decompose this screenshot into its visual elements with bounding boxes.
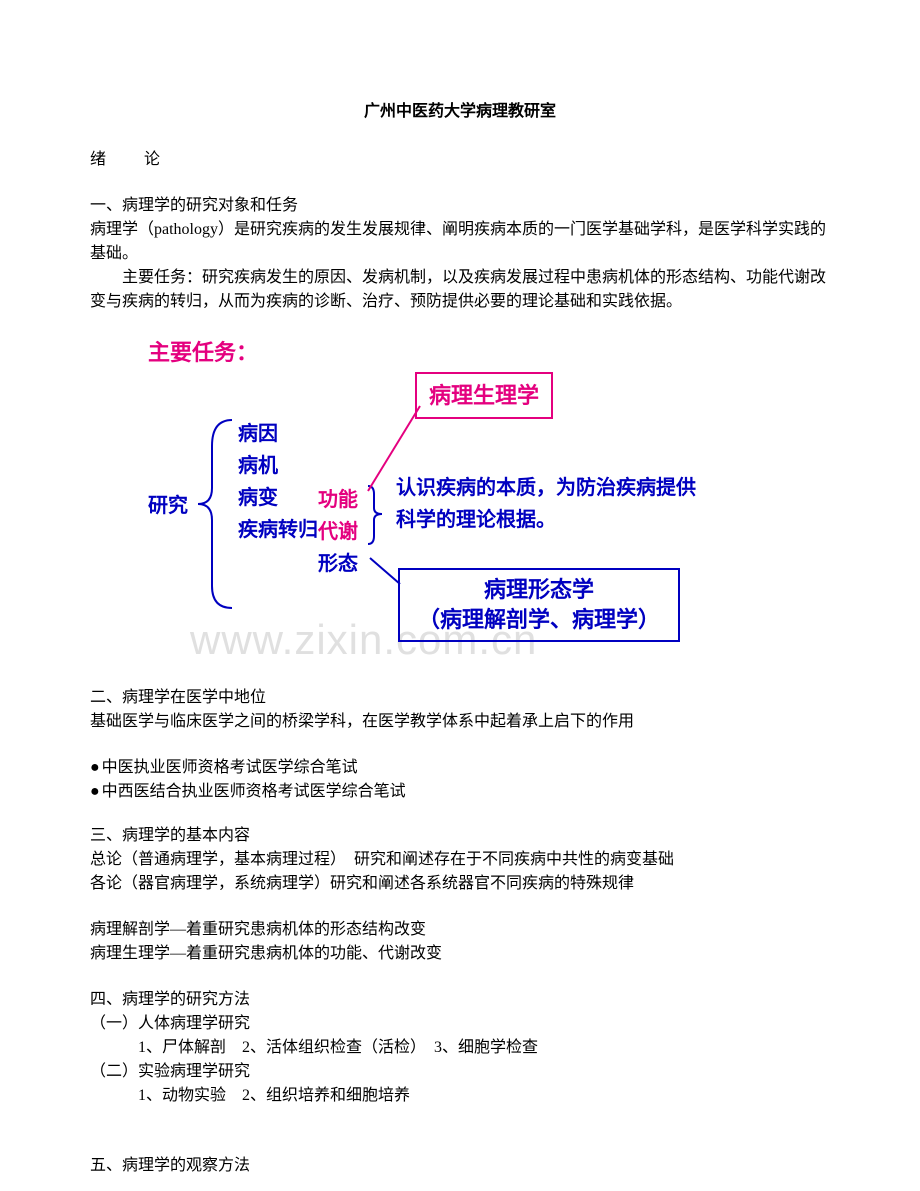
section-3-p2: 各论（器官病理学，系统病理学）研究和阐述各系统器官不同疾病的特殊规律 — [90, 872, 830, 896]
physio-box: 病理生理学 — [415, 372, 553, 419]
item-cause: 病因 — [238, 418, 318, 450]
item-outcome: 疾病转归 — [238, 514, 318, 546]
morph-box-line-2: （病理解剖学、病理学） — [418, 605, 660, 635]
section-4-heading: 四、病理学的研究方法 — [90, 988, 830, 1012]
bullet-icon: ● — [90, 780, 100, 804]
bullet-text-1: 中医执业医师资格考试医学综合笔试 — [102, 756, 358, 780]
research-label: 研究 — [148, 491, 188, 521]
item-lesion: 病变 — [238, 482, 318, 514]
section-1-p2: 主要任务：研究疾病发生的原因、发病机制，以及疾病发展过程中患病机体的形态结构、功… — [90, 266, 830, 314]
morph-box: 病理形态学 （病理解剖学、病理学） — [398, 568, 680, 642]
section-1-heading: 一、病理学的研究对象和任务 — [90, 194, 830, 218]
section-4-sub1: （一）人体病理学研究 — [90, 1012, 830, 1036]
intro-header: 绪 论 — [90, 148, 830, 172]
bullet-item-1: ● 中医执业医师资格考试医学综合笔试 — [90, 756, 830, 780]
diagram-description: 认识疾病的本质，为防治疾病提供科学的理论根据。 — [396, 472, 696, 536]
bullet-icon: ● — [90, 756, 100, 780]
mid-morphology: 形态 — [318, 548, 358, 580]
diagram: 主要任务： 研究 病因 病机 病变 疾病转归 功能 代谢 形态 病理生理学 认识… — [90, 336, 830, 656]
section-2-p1: 基础医学与临床医学之间的桥梁学科，在医学教学体系中起着承上启下的作用 — [90, 710, 830, 734]
section-1: 一、病理学的研究对象和任务 病理学（pathology）是研究疾病的发生发展规律… — [90, 194, 830, 314]
section-5-heading: 五、病理学的观察方法 — [90, 1154, 830, 1178]
section-4: 四、病理学的研究方法 （一）人体病理学研究 1、尸体解剖 2、活体组织检查（活检… — [90, 988, 830, 1108]
spacer — [90, 1130, 830, 1154]
bullet-text-2: 中西医结合执业医师资格考试医学综合笔试 — [102, 780, 406, 804]
page-title: 广州中医药大学病理教研室 — [90, 100, 830, 124]
bullet-list: ● 中医执业医师资格考试医学综合笔试 ● 中西医结合执业医师资格考试医学综合笔试 — [90, 756, 830, 804]
section-2: 二、病理学在医学中地位 基础医学与临床医学之间的桥梁学科，在医学教学体系中起着承… — [90, 686, 830, 734]
section-4-sub1-items: 1、尸体解剖 2、活体组织检查（活检） 3、细胞学检查 — [90, 1036, 830, 1060]
section-4-sub2-items: 1、动物实验 2、组织培养和细胞培养 — [90, 1084, 830, 1108]
bullet-item-2: ● 中西医结合执业医师资格考试医学综合笔试 — [90, 780, 830, 804]
section-1-p1: 病理学（pathology）是研究疾病的发生发展规律、阐明疾病本质的一门医学基础… — [90, 218, 830, 266]
mid-metabolism: 代谢 — [318, 516, 358, 548]
section-3-heading: 三、病理学的基本内容 — [90, 824, 830, 848]
section-3-p3: 病理解剖学—着重研究患病机体的形态结构改变 — [90, 918, 830, 942]
section-3: 三、病理学的基本内容 总论（普通病理学，基本病理过程） 研究和阐述存在于不同疾病… — [90, 824, 830, 896]
section-3-p1: 总论（普通病理学，基本病理过程） 研究和阐述存在于不同疾病中共性的病变基础 — [90, 848, 830, 872]
mid-function: 功能 — [318, 484, 358, 516]
section-4-sub2: （二）实验病理学研究 — [90, 1060, 830, 1084]
morph-box-line-1: 病理形态学 — [418, 575, 660, 605]
bracket-items: 病因 病机 病变 疾病转归 — [238, 418, 318, 546]
section-2-heading: 二、病理学在医学中地位 — [90, 686, 830, 710]
mid-column: 功能 代谢 形态 — [318, 484, 358, 580]
section-3-p4: 病理生理学—着重研究患病机体的功能、代谢改变 — [90, 942, 830, 966]
item-mechanism: 病机 — [238, 450, 318, 482]
section-3b: 病理解剖学—着重研究患病机体的形态结构改变 病理生理学—着重研究患病机体的功能、… — [90, 918, 830, 966]
